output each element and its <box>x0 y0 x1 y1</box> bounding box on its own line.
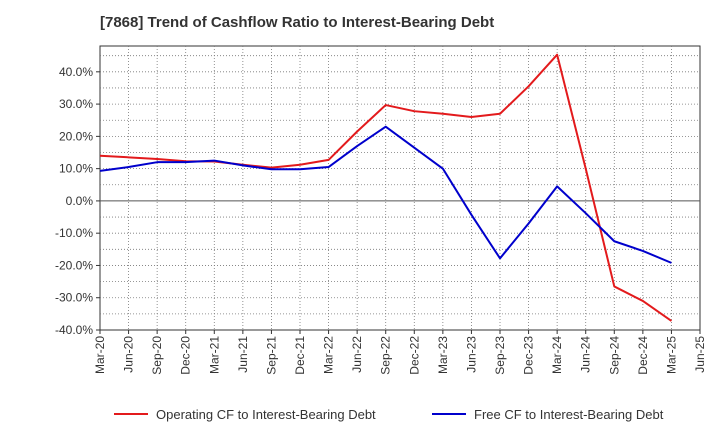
x-tick-label: Dec-24 <box>636 336 650 375</box>
x-tick-label: Mar-22 <box>322 336 336 374</box>
y-tick-label: 10.0% <box>59 162 93 176</box>
x-tick-label: Sep-22 <box>379 336 393 375</box>
x-tick-label: Dec-23 <box>522 336 536 375</box>
y-tick-label: -30.0% <box>55 291 93 305</box>
x-tick-label: Jun-20 <box>122 336 136 373</box>
x-tick-label: Dec-22 <box>407 336 421 375</box>
x-tick-label: Sep-21 <box>264 336 278 375</box>
legend-label-0: Operating CF to Interest-Bearing Debt <box>156 407 376 422</box>
y-tick-label: 30.0% <box>59 97 93 111</box>
y-tick-label: -20.0% <box>55 258 93 272</box>
x-tick-label: Sep-23 <box>493 336 507 375</box>
x-tick-label: Mar-23 <box>436 336 450 374</box>
plot-area <box>99 45 701 331</box>
x-tick-label: Mar-21 <box>207 336 221 374</box>
x-tick-label: Dec-20 <box>179 336 193 375</box>
x-tick-label: Mar-24 <box>550 336 564 374</box>
y-tick-label: -10.0% <box>55 226 93 240</box>
x-tick-label: Mar-20 <box>93 336 107 374</box>
x-tick-label: Jun-24 <box>579 336 593 373</box>
x-tick-label: Jun-21 <box>236 336 250 373</box>
y-tick-label: 40.0% <box>59 65 93 79</box>
x-tick-label: Jun-23 <box>464 336 478 373</box>
y-tick-label: 20.0% <box>59 129 93 143</box>
y-tick-label: 0.0% <box>66 194 94 208</box>
x-tick-label: Jun-25 <box>693 336 707 373</box>
x-tick-label: Mar-25 <box>664 336 678 374</box>
x-tick-label: Sep-24 <box>607 336 621 375</box>
series-line-1 <box>99 125 672 264</box>
x-tick-label: Jun-22 <box>350 336 364 373</box>
y-tick-label: -40.0% <box>55 323 93 337</box>
legend-label-1: Free CF to Interest-Bearing Debt <box>474 407 664 422</box>
x-tick-label: Dec-21 <box>293 336 307 375</box>
chart-title: [7868] Trend of Cashflow Ratio to Intere… <box>100 14 495 31</box>
x-tick-label: Sep-20 <box>150 336 164 375</box>
